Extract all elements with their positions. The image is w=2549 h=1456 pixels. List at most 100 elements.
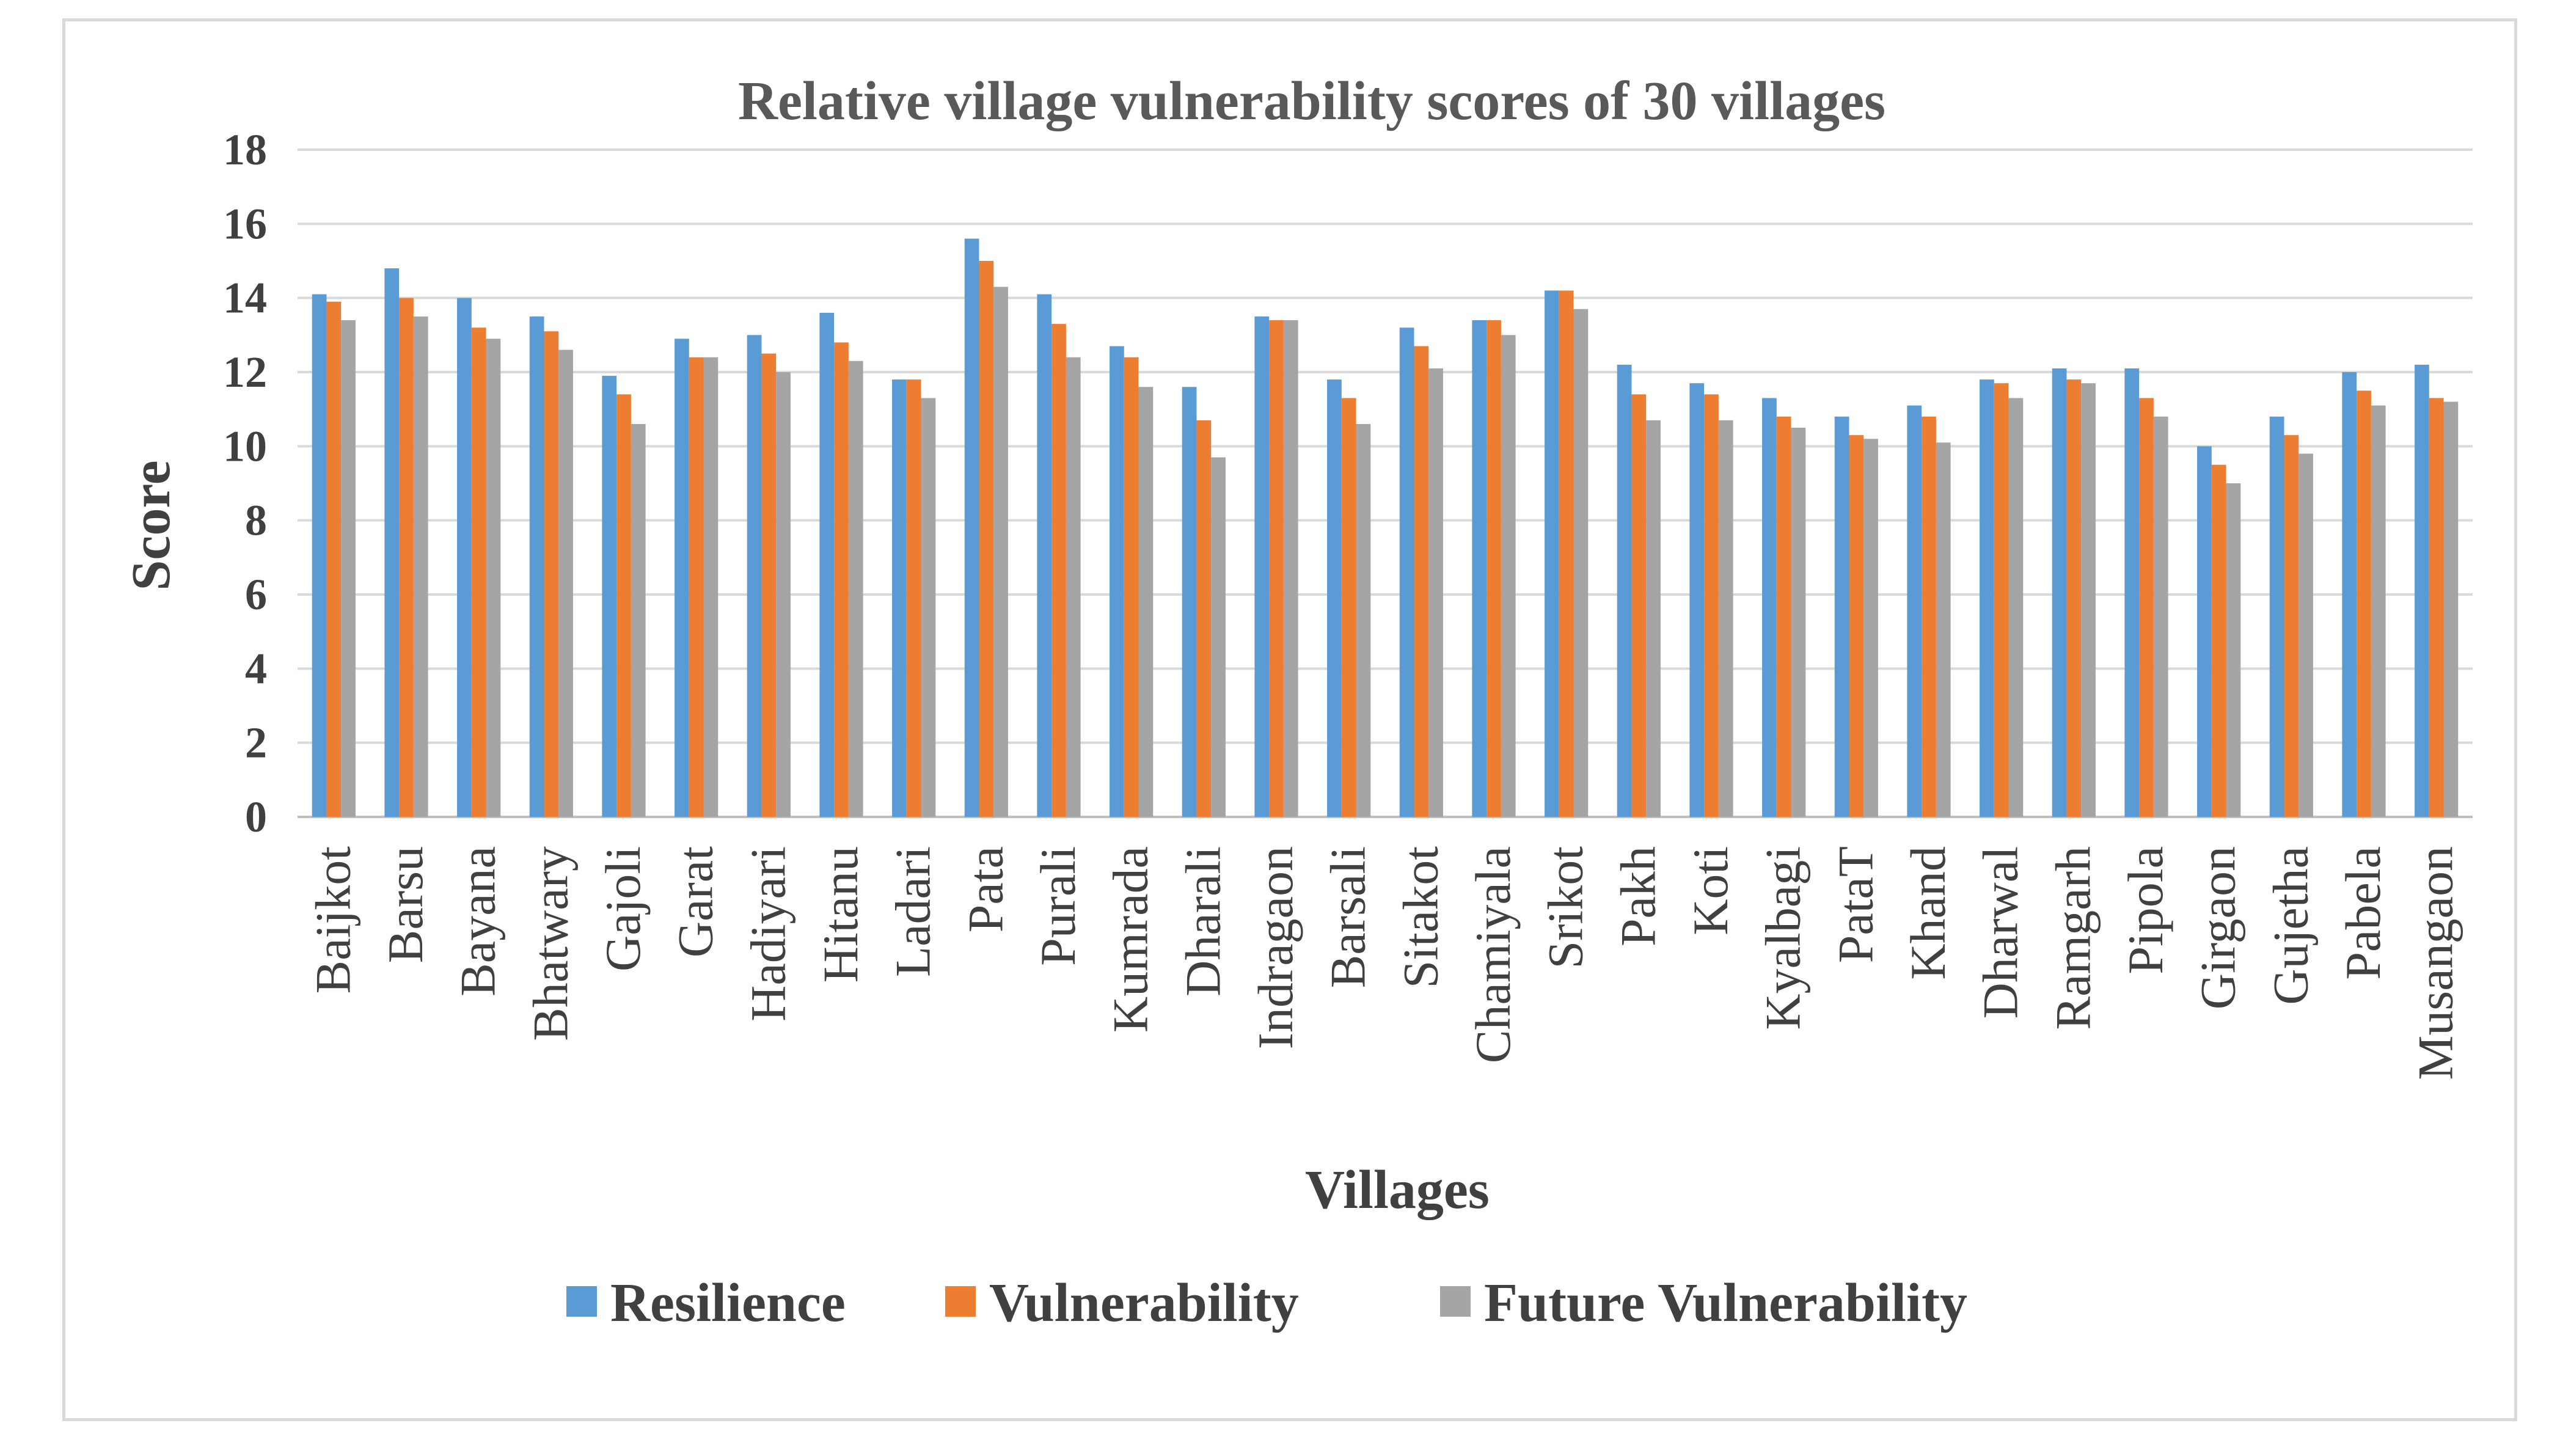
bar-vulnerability-gajoli — [616, 394, 631, 817]
bar-vulnerability-hitanu — [834, 342, 849, 817]
bar-resilience-kumrada — [1110, 346, 1124, 817]
bar-resilience-musangaon — [2415, 364, 2429, 817]
legend-label: Future Vulnerability — [1484, 1273, 1967, 1333]
bar-future-vulnerability-ramgarh — [2081, 383, 2096, 817]
bar-resilience-indragaon — [1254, 316, 1270, 817]
x-tick-label: Dharali — [1175, 846, 1231, 997]
bar-future-vulnerability-bayana — [486, 338, 501, 817]
bar-resilience-bhatwary — [529, 316, 544, 817]
y-tick-label: 4 — [245, 644, 267, 693]
bar-future-vulnerability-chamiyala — [1501, 335, 1516, 817]
bar-future-vulnerability-bhatwary — [558, 349, 573, 817]
bar-future-vulnerability-garat — [703, 357, 719, 817]
bar-future-vulnerability-patat — [1863, 439, 1878, 817]
bar-vulnerability-bayana — [471, 327, 486, 817]
bar-future-vulnerability-hadiyari — [776, 372, 791, 817]
bar-resilience-sitakot — [1399, 327, 1414, 817]
bar-resilience-patat — [1834, 416, 1849, 817]
bar-resilience-garat — [675, 338, 689, 817]
bar-future-vulnerability-barsali — [1356, 423, 1371, 817]
legend-label: Vulnerability — [989, 1273, 1299, 1333]
bar-resilience-dharwal — [1980, 379, 1994, 817]
x-tick-label: Kyalbagi — [1755, 846, 1811, 1030]
legend-swatch — [1440, 1286, 1471, 1317]
bar-resilience-pakh — [1617, 364, 1632, 817]
bar-future-vulnerability-dharali — [1211, 457, 1226, 817]
bar-resilience-gajoli — [602, 376, 617, 817]
x-tick-label: PataT — [1827, 846, 1883, 963]
bar-vulnerability-gujetha — [2284, 435, 2299, 817]
x-tick-label: Pabela — [2335, 846, 2391, 980]
bar-future-vulnerability-pipola — [2153, 416, 2168, 817]
bar-resilience-barsali — [1327, 379, 1342, 817]
bar-resilience-ramgarh — [2052, 368, 2067, 817]
x-tick-label: Pakh — [1610, 846, 1666, 946]
bar-future-vulnerability-kumrada — [1138, 387, 1154, 817]
x-tick-label: Bhatwary — [522, 846, 578, 1041]
bar-vulnerability-pabela — [2357, 390, 2371, 817]
x-tick-label: Garat — [668, 846, 723, 957]
bar-future-vulnerability-purali — [1066, 357, 1081, 817]
bar-vulnerability-barsali — [1341, 398, 1356, 817]
y-tick-label: 2 — [245, 719, 267, 767]
bar-vulnerability-dharwal — [1994, 383, 2009, 817]
bar-resilience-hadiyari — [747, 335, 762, 817]
x-tick-label: Ramgarh — [2045, 846, 2101, 1030]
x-tick-label: Musangaon — [2408, 846, 2463, 1080]
legend: Resilience Vulnerability Future Vulnerabil… — [566, 1273, 1967, 1333]
bar-resilience-pipola — [2124, 368, 2140, 817]
y-tick-label: 10 — [223, 422, 267, 470]
x-tick-label: Kumrada — [1103, 846, 1158, 1033]
bar-resilience-pabela — [2342, 372, 2357, 817]
y-tick-label: 12 — [223, 348, 267, 397]
bar-vulnerability-hadiyari — [761, 353, 777, 817]
bar-vulnerability-ladari — [906, 379, 921, 817]
y-axis-label: Score — [121, 460, 181, 590]
bar-resilience-purali — [1037, 294, 1052, 818]
x-tick-label: Baijkot — [305, 846, 360, 994]
bar-chart: Relative village vulnerability scores of… — [121, 71, 2473, 1333]
y-tick-label: 18 — [223, 125, 267, 174]
y-tick-label: 6 — [245, 570, 267, 619]
bar-resilience-baijkot — [312, 294, 327, 818]
bar-vulnerability-barsu — [399, 298, 414, 818]
bar-vulnerability-chamiyala — [1487, 320, 1501, 817]
y-tick-label: 14 — [223, 274, 267, 323]
bar-vulnerability-purali — [1051, 324, 1066, 817]
bar-future-vulnerability-musangaon — [2443, 401, 2459, 817]
bar-vulnerability-sitakot — [1414, 346, 1429, 817]
bar-resilience-khand — [1907, 405, 1922, 817]
bar-future-vulnerability-pata — [993, 287, 1008, 817]
bar-future-vulnerability-indragaon — [1283, 320, 1298, 817]
bar-resilience-dharali — [1182, 387, 1197, 817]
x-axis-label: Villages — [1305, 1160, 1490, 1220]
bar-vulnerability-kumrada — [1124, 357, 1139, 817]
bar-resilience-girgaon — [2197, 446, 2212, 817]
x-tick-label: Dharwal — [1973, 846, 2028, 1019]
bar-future-vulnerability-hitanu — [848, 360, 863, 817]
x-tick-label: Gajoli — [595, 846, 651, 971]
legend-label: Resilience — [610, 1273, 846, 1333]
x-tick-label: Barsali — [1320, 846, 1376, 988]
bar-vulnerability-khand — [1922, 416, 1936, 817]
bar-resilience-bayana — [457, 298, 472, 818]
x-tick-label: Girgaon — [2190, 846, 2246, 1009]
bar-vulnerability-kyalbagi — [1776, 416, 1791, 817]
x-tick-label: Koti — [1683, 846, 1738, 935]
bar-resilience-pata — [964, 238, 979, 818]
bar-vulnerability-pata — [979, 261, 994, 817]
bar-future-vulnerability-gajoli — [631, 423, 646, 817]
bar-future-vulnerability-pakh — [1646, 420, 1661, 817]
bar-future-vulnerability-ladari — [921, 398, 936, 817]
bar-resilience-hitanu — [819, 312, 835, 817]
y-tick-label: 16 — [223, 199, 267, 248]
bar-vulnerability-musangaon — [2429, 398, 2444, 817]
bar-future-vulnerability-sitakot — [1428, 368, 1443, 817]
x-tick-label: Hitanu — [813, 846, 868, 982]
bar-future-vulnerability-barsu — [413, 316, 428, 817]
bar-future-vulnerability-koti — [1718, 420, 1733, 817]
x-tick-label: Chamiyala — [1465, 846, 1521, 1063]
bar-vulnerability-patat — [1849, 435, 1864, 817]
bar-future-vulnerability-srikot — [1573, 309, 1589, 817]
bar-vulnerability-pipola — [2139, 398, 2154, 817]
